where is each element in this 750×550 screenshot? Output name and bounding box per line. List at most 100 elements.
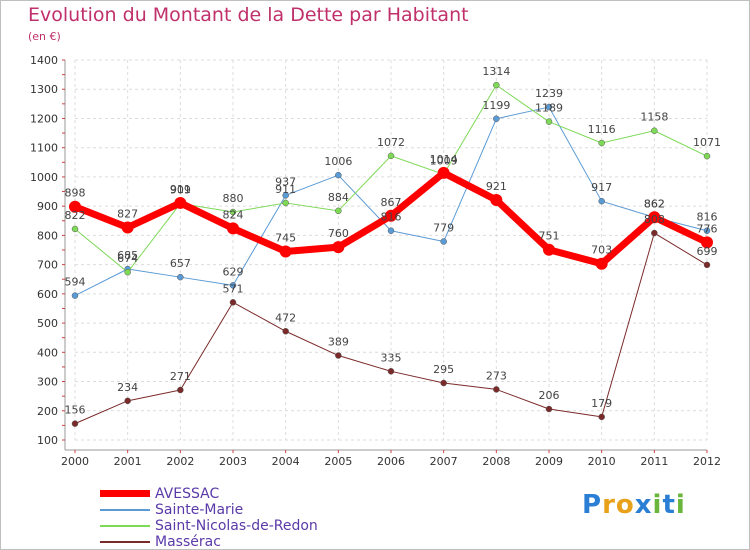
data-label: 776 bbox=[697, 222, 718, 235]
data-label: 273 bbox=[486, 369, 507, 382]
data-point bbox=[598, 139, 605, 147]
data-point bbox=[490, 194, 503, 207]
data-label: 909 bbox=[170, 184, 191, 197]
y-tick-label: 1100 bbox=[30, 142, 58, 155]
x-tick-label: 2011 bbox=[640, 455, 668, 468]
data-point bbox=[71, 225, 79, 233]
data-label: 816 bbox=[697, 211, 718, 224]
data-point bbox=[701, 236, 713, 249]
data-label: 884 bbox=[328, 191, 349, 204]
y-tick-label: 900 bbox=[37, 200, 58, 213]
logo-letter: t bbox=[662, 490, 676, 520]
data-label: 1199 bbox=[482, 99, 510, 112]
data-point bbox=[229, 282, 237, 289]
x-tick-label: 2001 bbox=[114, 455, 142, 468]
plot-area bbox=[75, 60, 707, 440]
data-label: 657 bbox=[170, 257, 191, 270]
x-tick-label: 2012 bbox=[693, 455, 721, 468]
data-label: 862 bbox=[644, 197, 665, 210]
data-label: 824 bbox=[223, 208, 244, 221]
data-point bbox=[703, 152, 711, 160]
legend-swatch bbox=[100, 509, 150, 511]
data-label: 751 bbox=[539, 230, 560, 243]
data-point bbox=[545, 405, 553, 413]
data-point bbox=[387, 152, 395, 160]
data-point bbox=[595, 257, 608, 270]
y-tick-label: 700 bbox=[37, 259, 58, 272]
data-label: 1072 bbox=[377, 136, 405, 149]
data-point bbox=[440, 379, 447, 387]
data-point bbox=[545, 118, 553, 125]
data-label: 921 bbox=[486, 180, 507, 193]
data-label: 1158 bbox=[640, 111, 668, 124]
y-tick-label: 600 bbox=[37, 288, 58, 301]
data-point bbox=[279, 245, 292, 258]
x-tick-label: 2007 bbox=[430, 455, 458, 468]
data-label: 745 bbox=[275, 231, 296, 244]
data-label: 234 bbox=[117, 381, 138, 394]
y-tick-label: 1300 bbox=[30, 83, 58, 96]
data-label: 703 bbox=[591, 244, 612, 257]
data-point bbox=[543, 243, 555, 256]
y-tick-label: 300 bbox=[37, 376, 58, 389]
data-point bbox=[227, 222, 239, 235]
data-point bbox=[282, 199, 289, 207]
data-label: 206 bbox=[539, 389, 560, 402]
data-label: 629 bbox=[223, 265, 244, 278]
data-label: 156 bbox=[65, 404, 86, 417]
legend-label: Saint-Nicolas-de-Redon bbox=[155, 518, 318, 534]
data-label: 862 bbox=[644, 197, 665, 210]
proxiti-logo: Proxiti bbox=[582, 490, 686, 520]
data-point bbox=[121, 221, 134, 234]
data-label: 571 bbox=[223, 282, 244, 295]
data-point bbox=[177, 386, 184, 394]
data-point bbox=[651, 127, 658, 134]
data-label: 674 bbox=[117, 252, 138, 265]
data-point bbox=[229, 299, 237, 306]
logo-letter: i bbox=[675, 490, 686, 520]
data-point bbox=[493, 81, 500, 89]
data-label: 699 bbox=[697, 245, 718, 258]
legend-swatch bbox=[100, 541, 150, 543]
data-label: 808 bbox=[644, 213, 665, 226]
data-point bbox=[387, 227, 395, 234]
data-label: 1239 bbox=[535, 87, 563, 100]
data-point bbox=[440, 238, 447, 245]
logo-letter: P bbox=[582, 490, 603, 520]
data-point bbox=[282, 192, 289, 199]
data-label: 760 bbox=[328, 227, 349, 240]
data-label: 911 bbox=[170, 183, 191, 196]
data-point bbox=[124, 268, 131, 276]
x-tick-label: 2003 bbox=[219, 455, 247, 468]
data-point bbox=[703, 261, 711, 269]
data-point bbox=[437, 166, 450, 179]
data-label: 880 bbox=[223, 192, 244, 205]
data-point bbox=[177, 273, 184, 281]
data-point bbox=[124, 397, 131, 405]
data-point bbox=[648, 211, 661, 224]
y-tick-label: 800 bbox=[37, 229, 58, 242]
data-label: 1006 bbox=[324, 155, 352, 168]
y-tick-label: 400 bbox=[37, 346, 58, 359]
x-tick-label: 2008 bbox=[482, 455, 510, 468]
data-point bbox=[332, 241, 345, 254]
x-tick-label: 2009 bbox=[535, 455, 563, 468]
data-label: 779 bbox=[433, 222, 454, 235]
legend-swatch bbox=[100, 525, 150, 527]
data-label: 911 bbox=[275, 183, 296, 196]
data-point bbox=[598, 413, 605, 421]
data-label: 179 bbox=[591, 397, 612, 410]
data-label: 295 bbox=[433, 363, 454, 376]
data-label: 867 bbox=[381, 196, 402, 209]
logo-letter: o bbox=[615, 490, 635, 520]
data-point bbox=[335, 207, 342, 215]
data-label: 1009 bbox=[430, 154, 458, 167]
data-label: 1014 bbox=[430, 153, 458, 166]
y-tick-label: 1400 bbox=[30, 54, 58, 67]
data-point bbox=[335, 352, 342, 359]
data-point bbox=[545, 103, 553, 111]
data-label: 594 bbox=[65, 276, 86, 289]
data-label: 335 bbox=[381, 351, 402, 364]
chart-unit-label: (en €) bbox=[28, 30, 61, 43]
data-point bbox=[174, 196, 187, 209]
